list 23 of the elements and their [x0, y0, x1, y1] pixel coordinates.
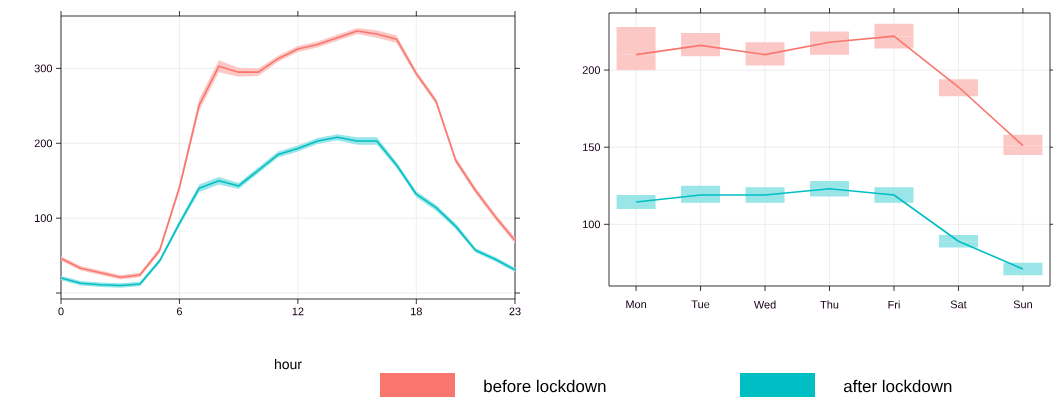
x-tick-label: 18	[411, 307, 422, 316]
x-tick-label: Sat	[950, 300, 967, 309]
x-tick-label: Tue	[691, 300, 710, 309]
y-tick-label: 300	[34, 64, 53, 73]
legend-label: before lockdown	[484, 379, 606, 393]
y-tick-label: 150	[583, 143, 601, 152]
x-tick-label: 0	[58, 307, 64, 316]
x-tick-label: Mon	[626, 300, 647, 309]
y-tick-label: 200	[34, 139, 53, 148]
y-tick-label: 200	[582, 66, 601, 74]
x-tick-label: 23	[509, 307, 521, 316]
x-tick-label: 6	[176, 307, 182, 316]
y-tick-label: 100	[583, 220, 601, 229]
y-tick-label: 100	[35, 214, 53, 223]
x-tick-label: 12	[292, 307, 304, 316]
line-series	[635, 188, 1024, 270]
x-axis-title: hour	[275, 358, 302, 370]
legend-label: after lockdown	[843, 379, 952, 393]
x-tick-label: Sun	[1013, 300, 1032, 309]
line-series	[635, 35, 1024, 147]
x-tick-label: Wed	[753, 300, 776, 309]
x-tick-label: Fri	[888, 300, 900, 309]
x-tick-label: Thu	[820, 300, 839, 309]
